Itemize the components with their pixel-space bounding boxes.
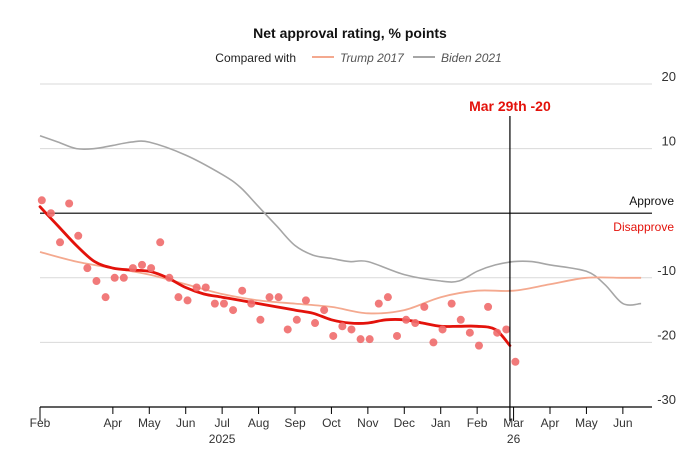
poll-dot: [374, 299, 383, 308]
poll-dot: [347, 325, 356, 334]
poll-dot: [165, 273, 174, 282]
disapprove-label: Disapprove: [613, 220, 674, 234]
y-tick-label: -20: [657, 327, 676, 342]
annotation-layer: Mar 29th -20 Approve Disapprove: [469, 98, 674, 421]
axes: 20 10 -10 -20 -30 Feb Apr May Jun Jul Aug Sep Oct Nov…: [30, 69, 676, 446]
poll-dot: [156, 238, 165, 247]
poll-dot: [356, 335, 365, 344]
trump-2017-line: [39, 251, 642, 315]
poll-dot: [83, 264, 92, 273]
poll-dot: [383, 293, 392, 302]
poll-dot: [402, 315, 411, 324]
poll-dot: [65, 199, 74, 208]
legend-compared-label: Compared with: [215, 51, 296, 65]
poll-dot: [138, 260, 146, 269]
y-tick-label: 20: [662, 69, 676, 84]
legend: Compared with Trump 2017 Biden 2021: [215, 51, 501, 65]
x-tick-label: Jul: [214, 416, 229, 430]
poll-dot: [465, 328, 474, 337]
poll-dot: [420, 302, 429, 311]
poll-dot: [192, 283, 201, 292]
poll-dot: [128, 264, 137, 273]
poll-dot: [438, 325, 447, 334]
x-tick-label: May: [138, 416, 161, 430]
poll-dot: [311, 319, 320, 328]
x-year-label: 2025: [209, 432, 236, 446]
x-year-label: 26: [507, 432, 521, 446]
biden-2021-line: [39, 134, 642, 306]
current-trend-line: [38, 205, 512, 347]
poll-dot: [265, 293, 274, 302]
poll-dot: [329, 331, 338, 340]
poll-dot: [484, 302, 493, 311]
poll-dot: [56, 238, 65, 247]
poll-dot: [238, 286, 247, 295]
poll-dot: [210, 299, 219, 308]
x-tick-label: Dec: [394, 416, 415, 430]
poll-dot: [74, 231, 83, 240]
series-lines: [38, 134, 642, 347]
poll-dot: [292, 315, 301, 324]
x-tick-label: Jun: [613, 416, 632, 430]
poll-dot: [365, 335, 374, 344]
poll-dot: [456, 315, 465, 324]
legend-trump-label: Trump 2017: [340, 51, 405, 65]
poll-dot: [411, 319, 420, 328]
chart-title: Net approval rating, % points: [253, 25, 447, 41]
poll-dot: [393, 331, 401, 340]
poll-dot: [429, 338, 438, 347]
x-tick-label: Sep: [284, 416, 306, 430]
poll-dot: [174, 293, 183, 302]
y-tick-label: -10: [657, 263, 676, 278]
x-tick-label: Aug: [248, 416, 269, 430]
poll-dot: [46, 209, 55, 218]
x-tick-label: May: [575, 416, 598, 430]
approve-label: Approve: [629, 194, 674, 208]
poll-dot: [110, 273, 119, 282]
poll-dot: [493, 328, 502, 337]
x-tick-label: Oct: [322, 416, 341, 430]
poll-dot: [219, 299, 228, 308]
poll-dot: [256, 315, 265, 324]
poll-dot: [502, 325, 511, 334]
poll-dot: [447, 299, 456, 308]
poll-dot: [320, 306, 329, 315]
x-tick-label: Nov: [357, 416, 378, 430]
poll-dot: [474, 341, 483, 350]
x-tick-label: Apr: [541, 416, 560, 430]
poll-dot: [247, 299, 256, 308]
y-tick-label: 10: [662, 134, 676, 149]
gridlines: [40, 83, 652, 343]
poll-dot: [283, 325, 292, 334]
poll-dot: [301, 296, 310, 305]
poll-dots: [37, 196, 520, 366]
poll-dot: [229, 306, 238, 315]
poll-dot: [511, 357, 520, 366]
poll-dot: [101, 293, 110, 302]
poll-dot: [119, 273, 128, 282]
y-tick-label: -30: [657, 392, 676, 407]
x-tick-label: Jan: [431, 416, 450, 430]
poll-dot: [201, 283, 210, 292]
poll-dot: [274, 293, 283, 302]
poll-dot: [338, 322, 347, 331]
x-tick-label: Mar: [503, 416, 524, 430]
poll-dot: [92, 277, 101, 286]
poll-dot: [37, 196, 46, 205]
x-tick-label: Jun: [176, 416, 195, 430]
legend-biden-label: Biden 2021: [441, 51, 502, 65]
x-tick-label: Apr: [104, 416, 123, 430]
poll-dot: [147, 264, 156, 273]
x-tick-label: Feb: [467, 416, 488, 430]
date-marker-label: Mar 29th -20: [469, 98, 551, 114]
poll-dot: [183, 296, 192, 305]
x-tick-label: Feb: [30, 416, 51, 430]
